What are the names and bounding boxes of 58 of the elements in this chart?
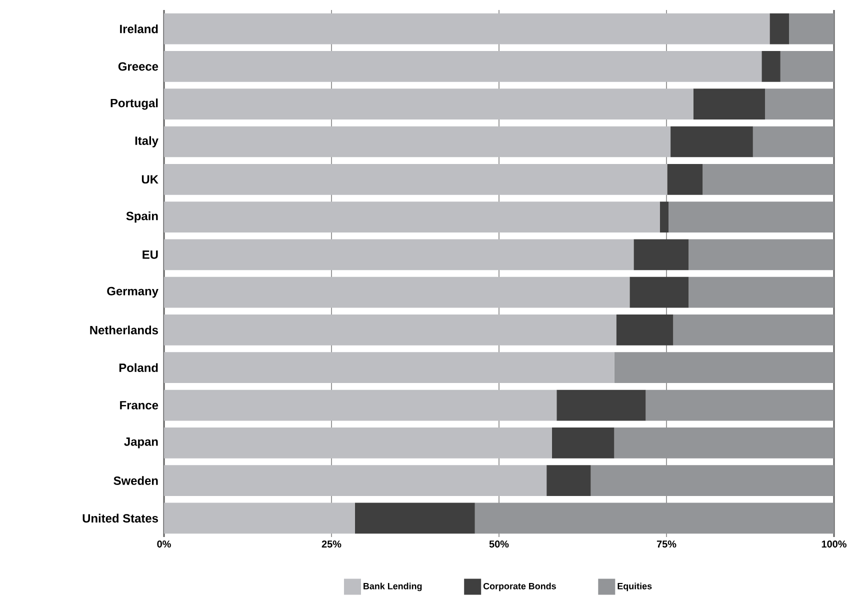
bar: [164, 164, 668, 195]
bar: [164, 88, 694, 120]
x-tick-label: 50%: [489, 540, 509, 548]
x-tick-label: 75%: [656, 540, 676, 548]
y-tick-label: Ireland: [120, 24, 158, 34]
bar: [670, 126, 753, 158]
bar: [789, 13, 834, 44]
bar: [164, 51, 762, 82]
x-tick-label: 100%: [822, 540, 846, 548]
legend-label: Bank Lending: [364, 582, 422, 592]
bar: [556, 390, 646, 421]
bar: [770, 13, 790, 44]
bar: [667, 164, 703, 195]
y-tick-label: Poland: [119, 363, 158, 372]
y-tick-label: France: [120, 401, 158, 410]
y-tick-label: Japan: [124, 438, 158, 448]
bar: [164, 502, 355, 534]
y-tick-label: UK: [142, 175, 158, 184]
bar: [630, 276, 689, 308]
bar: [164, 276, 630, 308]
bar: [702, 164, 834, 195]
bar: [673, 314, 834, 346]
bar: [164, 13, 770, 44]
bar: [693, 88, 765, 120]
bar: [660, 202, 669, 232]
bar: [668, 202, 834, 232]
y-tick-label: Germany: [107, 286, 158, 298]
y-tick-label: Spain: [126, 211, 158, 223]
y-tick-label: Portugal: [110, 98, 158, 110]
bar: [164, 126, 671, 158]
y-tick-label: Netherlands: [90, 326, 158, 334]
bar: [164, 202, 660, 232]
legend-label: Corporate Bonds: [483, 582, 556, 592]
bar: [164, 352, 614, 384]
bar: [164, 427, 552, 458]
bar: [688, 239, 834, 270]
x-tick-label: 0%: [157, 540, 171, 548]
y-tick-label: Greece: [118, 62, 158, 71]
bar: [164, 465, 547, 496]
bar: [634, 239, 689, 270]
y-tick-label: United States: [82, 514, 158, 523]
y-tick-label: Sweden: [114, 476, 158, 485]
bar: [164, 390, 557, 421]
bar: [164, 239, 634, 270]
bar: [764, 88, 834, 120]
y-tick-label: EU: [142, 250, 158, 259]
bar: [780, 51, 834, 82]
x-tick-label: 25%: [322, 540, 342, 548]
y-tick-label: Italy: [135, 136, 158, 148]
bar: [752, 126, 834, 158]
bar: [688, 276, 834, 308]
bar: [164, 314, 616, 346]
bar: [354, 502, 475, 534]
bar: [762, 51, 780, 82]
bar: [552, 427, 614, 458]
bar: [546, 465, 591, 496]
legend-label: Equities: [618, 582, 652, 592]
bar: [616, 314, 674, 346]
